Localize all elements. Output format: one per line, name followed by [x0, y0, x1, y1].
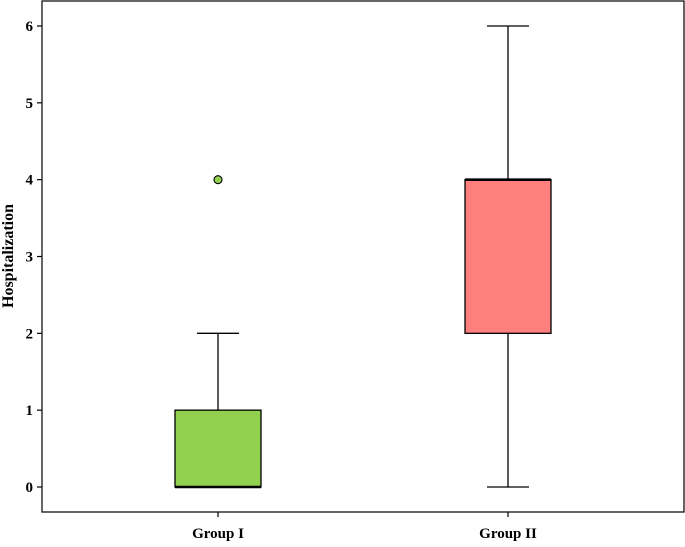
y-tick-label: 1 [26, 403, 34, 419]
box-iqr [174, 409, 262, 488]
y-tick-label: 4 [26, 173, 34, 189]
outlier-point [213, 175, 223, 185]
x-tick-label: Group I [192, 526, 244, 542]
y-tick-label: 2 [26, 326, 34, 342]
box-series [174, 25, 552, 489]
y-axis-label: Hospitalization [0, 204, 17, 308]
y-axis-ticks: 0 1 2 3 4 5 6 [26, 19, 42, 496]
y-tick-label: 3 [26, 250, 34, 266]
box-group [464, 25, 552, 488]
y-tick-label: 6 [26, 19, 34, 35]
y-tick-label: 5 [26, 96, 34, 112]
box-group [174, 175, 262, 489]
x-tick-label: Group II [479, 526, 537, 542]
box-iqr [464, 179, 552, 334]
plot-frame [41, 0, 685, 513]
y-tick-label: 0 [26, 480, 34, 496]
x-axis-ticks: Group I Group II [192, 512, 537, 542]
